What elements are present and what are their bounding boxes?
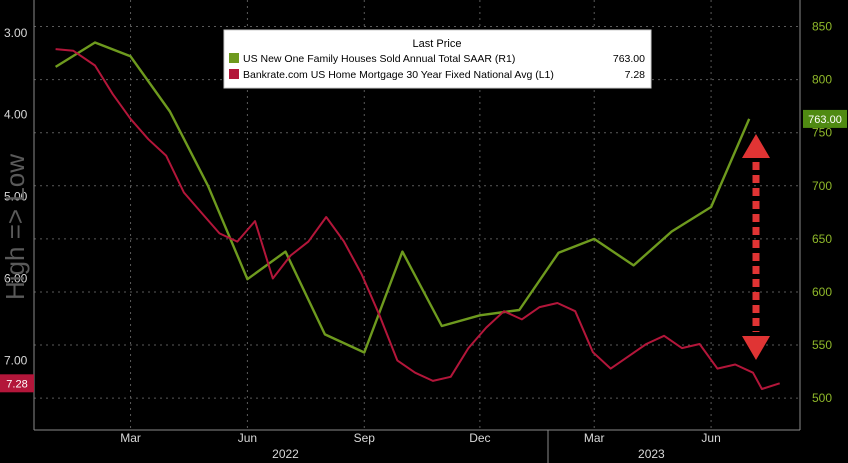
- series-line-mortgage: [55, 48, 781, 390]
- x-tick-3: Dec: [469, 431, 490, 445]
- left-tick-7.00: 7.00: [4, 353, 28, 367]
- right-tick-550: 550: [812, 338, 832, 352]
- left-tick-4.00: 4.00: [4, 108, 28, 122]
- x-tick-4: Mar: [584, 431, 605, 445]
- badge-right-bg: [803, 109, 847, 128]
- legend: Last Price US New One Family Houses Sold…: [223, 29, 652, 89]
- last-value-badges: 7.28 763.00: [0, 109, 847, 393]
- legend-entry-mortgage: Bankrate.com US Home Mortgage 30 Year Fi…: [229, 69, 645, 81]
- right-tick-800: 800: [812, 73, 832, 87]
- x-tick-5: Jun: [701, 431, 720, 445]
- badge-left-text: 7.28: [6, 378, 27, 390]
- right-tick-650: 650: [812, 232, 832, 246]
- left-tick-6.00: 6.00: [4, 271, 28, 285]
- x-tick-0: Mar: [120, 431, 141, 445]
- right-tick-500: 500: [812, 391, 832, 405]
- year-label-2022: 2022: [272, 447, 299, 461]
- legend-header: Last Price: [413, 38, 462, 50]
- right-tick-850: 850: [812, 20, 832, 34]
- left-axis-label: High => Low: [0, 154, 30, 300]
- badge-right-text: 763.00: [808, 114, 842, 126]
- legend-swatch-houses: [229, 53, 239, 63]
- legend-value-mortgage: 7.28: [625, 69, 646, 81]
- left-tick-5.00: 5.00: [4, 190, 28, 204]
- legend-label-mortgage: Bankrate.com US Home Mortgage 30 Year Fi…: [243, 69, 554, 81]
- x-tick-2: Sep: [354, 431, 376, 445]
- legend-value-houses: 763.00: [613, 53, 645, 65]
- right-tick-600: 600: [812, 285, 832, 299]
- left-tick-3.00: 3.00: [4, 26, 28, 40]
- arrow-head-down: [742, 336, 770, 360]
- arrow-head-up: [742, 134, 770, 158]
- series-layer: [54, 41, 781, 390]
- legend-swatch-mortgage: [229, 69, 239, 79]
- year-label-2023: 2023: [638, 447, 665, 461]
- double-arrow-annotation: [742, 134, 770, 360]
- legend-label-houses: US New One Family Houses Sold Annual Tot…: [243, 53, 515, 65]
- legend-box: [223, 29, 652, 89]
- right-tick-750: 750: [812, 126, 832, 140]
- badge-left-bg: [0, 374, 34, 393]
- x-tick-1: Jun: [238, 431, 257, 445]
- right-tick-700: 700: [812, 179, 832, 193]
- legend-entry-houses: US New One Family Houses Sold Annual Tot…: [229, 53, 645, 65]
- axes: 500 550 600 650 700 750 800 850 3.00 4.00 5.00 6.00…: [4, 0, 832, 463]
- series-line-houses: [54, 41, 751, 354]
- grid: [34, 0, 800, 430]
